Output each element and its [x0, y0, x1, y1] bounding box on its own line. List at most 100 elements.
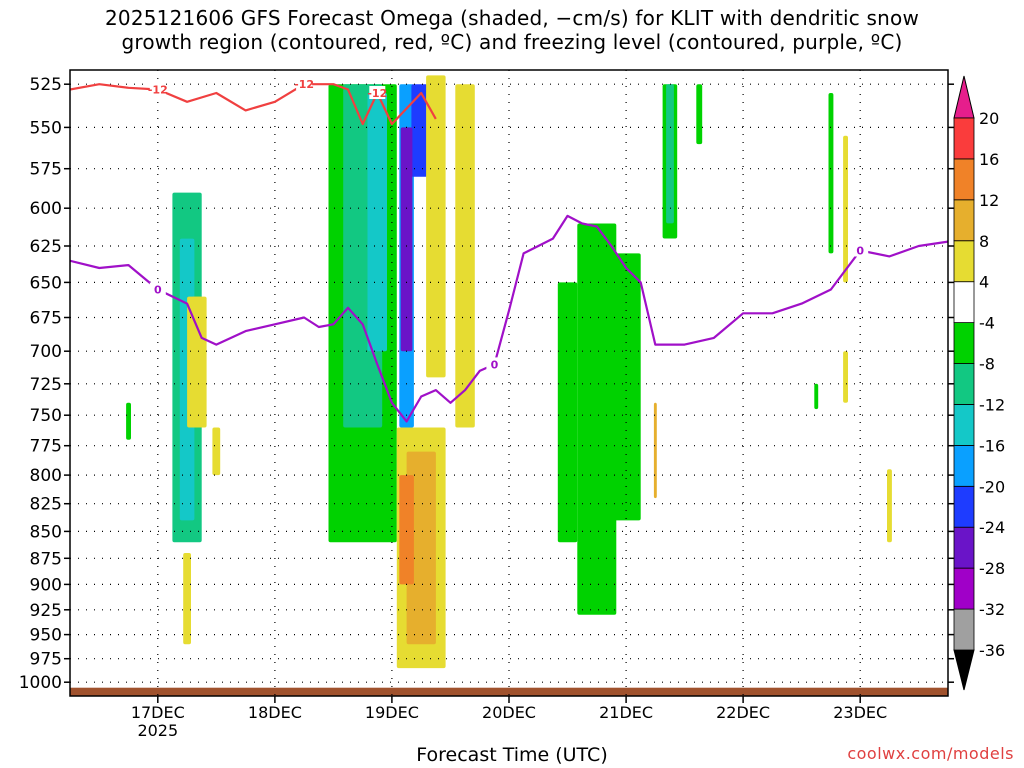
y-axis: 525 550 575 600 625 650 675 700 725 750 775 800 825 8… [19, 75, 954, 693]
y-tick-label: 600 [30, 199, 62, 219]
colorbar-label: -8 [979, 355, 995, 374]
colorbar-swatch [953, 322, 975, 364]
contour-label-bg [486, 357, 503, 371]
colorbar-extend-low [953, 649, 975, 691]
colorbar-swatch [953, 444, 975, 487]
omega-shading [70, 75, 948, 696]
contour-label: 0 [154, 284, 162, 297]
y-tick-label: 825 [30, 495, 62, 515]
omega-region [400, 127, 413, 352]
y-tick-label: 975 [30, 650, 62, 670]
y-tick-label: 675 [30, 309, 62, 329]
colorbar-legend: -36 -32 -28 -24 -20 -16 -12 -8 -4 4 8 12 16 20 [953, 75, 1005, 691]
omega-region [653, 402, 657, 499]
y-tick-label: 725 [30, 375, 62, 395]
colorbar-swatch [953, 240, 975, 283]
contour-label: -12 [294, 78, 314, 91]
colorbar-label: -20 [979, 477, 1005, 496]
colorbar-swatch [953, 608, 975, 651]
colorbar-swatch [953, 363, 975, 405]
contour-label: -12 [367, 87, 387, 100]
omega-region [399, 475, 414, 585]
x-axis-label: Forecast Time (UTC) [416, 744, 608, 766]
omega-region [843, 135, 848, 283]
x-tick-label: 19DEC [365, 703, 419, 722]
omega-region [411, 84, 431, 177]
omega-region [367, 93, 387, 352]
x-tick-label: 23DEC [833, 703, 887, 722]
omega-region [828, 93, 834, 254]
terrain-fill [70, 687, 948, 696]
colorbar-label: 8 [979, 232, 989, 251]
omega-region [455, 84, 475, 428]
colorbar-label: -12 [979, 396, 1005, 415]
y-tick-label: 850 [30, 522, 62, 542]
contour-label-bg [149, 282, 166, 296]
contours: -12 -12 -12 0 0 0 [70, 77, 948, 423]
colorbar-swatch [953, 567, 975, 610]
y-tick-label: 800 [30, 466, 62, 486]
y-tick-label: 925 [30, 601, 62, 621]
contour-label-bg [369, 86, 386, 99]
colorbar-label: 16 [979, 150, 999, 169]
grid-lines [70, 70, 948, 696]
colorbar-label: -16 [979, 436, 1005, 455]
y-tick-label: 750 [30, 406, 62, 426]
dgz-contour [70, 83, 437, 126]
colorbar-swatch [953, 158, 975, 201]
contour-label: 0 [856, 245, 864, 258]
chart-title-line1: 2025121606 GFS Forecast Omega (shaded, −… [104, 6, 920, 30]
contour-label: -12 [148, 84, 168, 97]
chart-title-line2: growth region (contoured, red, ºC) and f… [121, 30, 903, 54]
omega-region [187, 296, 207, 428]
colorbar-label: -36 [979, 641, 1005, 660]
omega-region [426, 75, 446, 378]
colorbar-label: -4 [979, 314, 995, 333]
colorbar-swatch [953, 281, 975, 324]
y-tick-label: 900 [30, 575, 62, 595]
omega-region [126, 402, 131, 440]
y-tick-label: 875 [30, 549, 62, 569]
colorbar-swatch [953, 526, 975, 569]
omega-region [212, 427, 221, 476]
contour-label-bg [296, 77, 313, 91]
y-tick-label: 650 [30, 273, 62, 293]
colorbar-swatch [953, 404, 975, 446]
colorbar-label: -28 [979, 559, 1005, 578]
y-tick-label: 625 [30, 237, 62, 257]
omega-region [577, 223, 617, 615]
colorbar-swatch [953, 485, 975, 528]
y-tick-label: 775 [30, 437, 62, 457]
y-tick-label: 1000 [19, 673, 62, 693]
colorbar-label: 20 [979, 109, 999, 128]
x-tick-label: 17DEC [131, 703, 185, 722]
colorbar-extend-high [953, 75, 975, 119]
omega-region [666, 84, 674, 224]
omega-region [814, 383, 819, 410]
y-tick-label: 525 [30, 75, 62, 95]
x-tick-label: 20DEC [482, 703, 536, 722]
contour-label-bg [852, 243, 869, 257]
x-tick-label: 18DEC [248, 703, 302, 722]
contour-label-bg [149, 82, 166, 96]
omega-region [183, 553, 191, 645]
y-tick-label: 575 [30, 160, 62, 180]
x-tick-label: 22DEC [716, 703, 770, 722]
colorbar-label: 4 [979, 273, 989, 292]
y-tick-label: 950 [30, 626, 62, 646]
contour-label: 0 [491, 358, 499, 371]
colorbar-swatch [953, 117, 975, 160]
y-tick-label: 550 [30, 118, 62, 138]
omega-region [696, 84, 703, 145]
omega-region [843, 351, 848, 403]
omega-region [557, 282, 578, 543]
colorbar-label: -32 [979, 600, 1005, 619]
credit-link[interactable]: coolwx.com/models [847, 744, 1014, 763]
omega-region [406, 451, 436, 645]
colorbar-label: 12 [979, 191, 999, 210]
colorbar-label: -24 [979, 518, 1005, 537]
y-tick-label: 700 [30, 342, 62, 362]
x-tick-sublabel: 2025 [137, 721, 178, 740]
omega-region [611, 253, 641, 521]
